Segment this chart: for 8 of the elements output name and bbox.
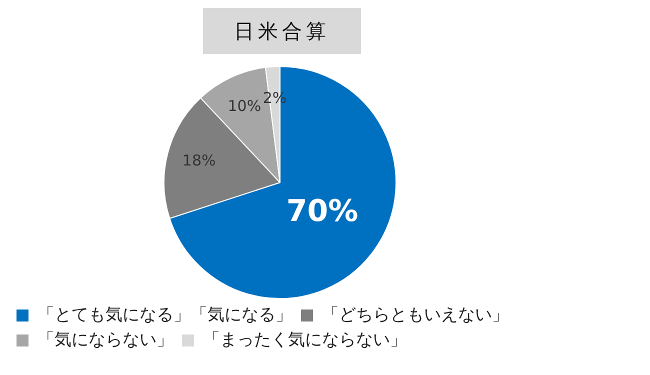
chart-title: 日米合算: [203, 8, 361, 54]
data-label: 70%: [286, 194, 358, 229]
data-label: 18%: [182, 152, 216, 170]
legend-label: 「とても気になる」「気になる」: [38, 304, 292, 325]
legend-label: 「どちらともいえない」: [322, 304, 509, 325]
legend-label: 「気にならない」: [38, 330, 174, 350]
data-label: 10%: [228, 96, 262, 115]
legend-label: 「まったく気にならない」: [203, 330, 407, 350]
